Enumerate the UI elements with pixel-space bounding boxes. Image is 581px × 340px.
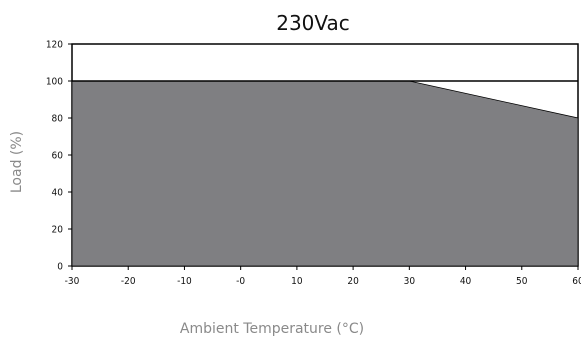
y-tick-label: 120 — [46, 40, 63, 51]
x-tick-label: 30 — [404, 276, 416, 287]
y-tick-label: 20 — [52, 225, 64, 236]
y-axis-label: Load (%) — [9, 131, 25, 193]
x-tick-label: -20 — [121, 276, 136, 287]
x-tick-label: 60 — [572, 276, 581, 287]
y-tick-label: 80 — [52, 114, 64, 125]
y-tick-label: 40 — [52, 188, 64, 199]
area-series — [71, 80, 579, 267]
plot-area: -30 -20 -10 -0 10 20 30 40 50 60 0 20 40 60 80 100 120 — [46, 40, 581, 288]
x-tick-label: -10 — [177, 276, 192, 287]
x-tick-label: 40 — [460, 276, 472, 287]
x-tick-label: 10 — [291, 276, 303, 287]
y-tick-label: 60 — [52, 151, 64, 162]
x-axis-label: Ambient Temperature (°C) — [180, 321, 364, 337]
y-tick-label: 100 — [46, 77, 63, 88]
y-axis: 0 20 40 60 80 100 120 — [46, 40, 72, 273]
x-tick-label: -30 — [65, 276, 80, 287]
chart-title: 230Vac — [276, 11, 350, 35]
y-tick-label: 0 — [57, 262, 63, 273]
x-tick-label: 20 — [347, 276, 359, 287]
x-tick-label: -0 — [236, 276, 245, 287]
x-tick-label: 50 — [516, 276, 528, 287]
x-axis: -30 -20 -10 -0 10 20 30 40 50 60 — [65, 266, 581, 287]
